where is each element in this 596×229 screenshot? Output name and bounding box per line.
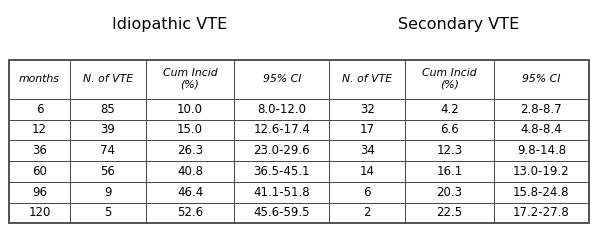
Text: 34: 34 (360, 144, 375, 157)
Text: 95% CI: 95% CI (263, 74, 301, 84)
Text: 15.8-24.8: 15.8-24.8 (513, 186, 570, 199)
Text: 8.0-12.0: 8.0-12.0 (257, 103, 306, 116)
Text: 14: 14 (360, 165, 375, 178)
Text: 10.0: 10.0 (177, 103, 203, 116)
Text: 6.6: 6.6 (440, 123, 459, 136)
Text: 36.5-45.1: 36.5-45.1 (254, 165, 310, 178)
Text: 23.0-29.6: 23.0-29.6 (253, 144, 310, 157)
Text: Cum Incid
(%): Cum Incid (%) (163, 68, 218, 90)
Text: 4.8-8.4: 4.8-8.4 (520, 123, 562, 136)
Text: 5: 5 (104, 206, 111, 219)
Text: 46.4: 46.4 (177, 186, 203, 199)
Text: 22.5: 22.5 (436, 206, 462, 219)
Text: 12.3: 12.3 (436, 144, 462, 157)
Text: 36: 36 (32, 144, 47, 157)
Text: 40.8: 40.8 (177, 165, 203, 178)
Text: 12: 12 (32, 123, 47, 136)
Text: 96: 96 (32, 186, 47, 199)
Text: 2: 2 (364, 206, 371, 219)
Text: 17: 17 (360, 123, 375, 136)
Text: 4.2: 4.2 (440, 103, 459, 116)
Text: 56: 56 (100, 165, 115, 178)
Text: Secondary VTE: Secondary VTE (399, 16, 520, 32)
Text: N. of VTE: N. of VTE (83, 74, 133, 84)
Text: 85: 85 (101, 103, 115, 116)
Text: 120: 120 (28, 206, 51, 219)
Text: 2.8-8.7: 2.8-8.7 (520, 103, 562, 116)
Text: 95% CI: 95% CI (522, 74, 561, 84)
Text: 9.8-14.8: 9.8-14.8 (517, 144, 566, 157)
Text: 9: 9 (104, 186, 111, 199)
Text: 45.6-59.5: 45.6-59.5 (254, 206, 310, 219)
Text: 39: 39 (100, 123, 115, 136)
Text: 32: 32 (360, 103, 375, 116)
Text: 15.0: 15.0 (177, 123, 203, 136)
Text: 6: 6 (364, 186, 371, 199)
Text: 52.6: 52.6 (177, 206, 203, 219)
Text: 16.1: 16.1 (436, 165, 462, 178)
Text: 6: 6 (36, 103, 43, 116)
Text: N. of VTE: N. of VTE (342, 74, 392, 84)
Text: 74: 74 (100, 144, 116, 157)
Text: 26.3: 26.3 (177, 144, 203, 157)
Text: Cum Incid
(%): Cum Incid (%) (422, 68, 477, 90)
Text: 12.6-17.4: 12.6-17.4 (253, 123, 311, 136)
Text: 17.2-27.8: 17.2-27.8 (513, 206, 570, 219)
Text: Idiopathic VTE: Idiopathic VTE (111, 16, 227, 32)
Text: 13.0-19.2: 13.0-19.2 (513, 165, 570, 178)
Text: 60: 60 (32, 165, 47, 178)
Text: 41.1-51.8: 41.1-51.8 (253, 186, 310, 199)
Text: months: months (19, 74, 60, 84)
Text: 20.3: 20.3 (436, 186, 462, 199)
